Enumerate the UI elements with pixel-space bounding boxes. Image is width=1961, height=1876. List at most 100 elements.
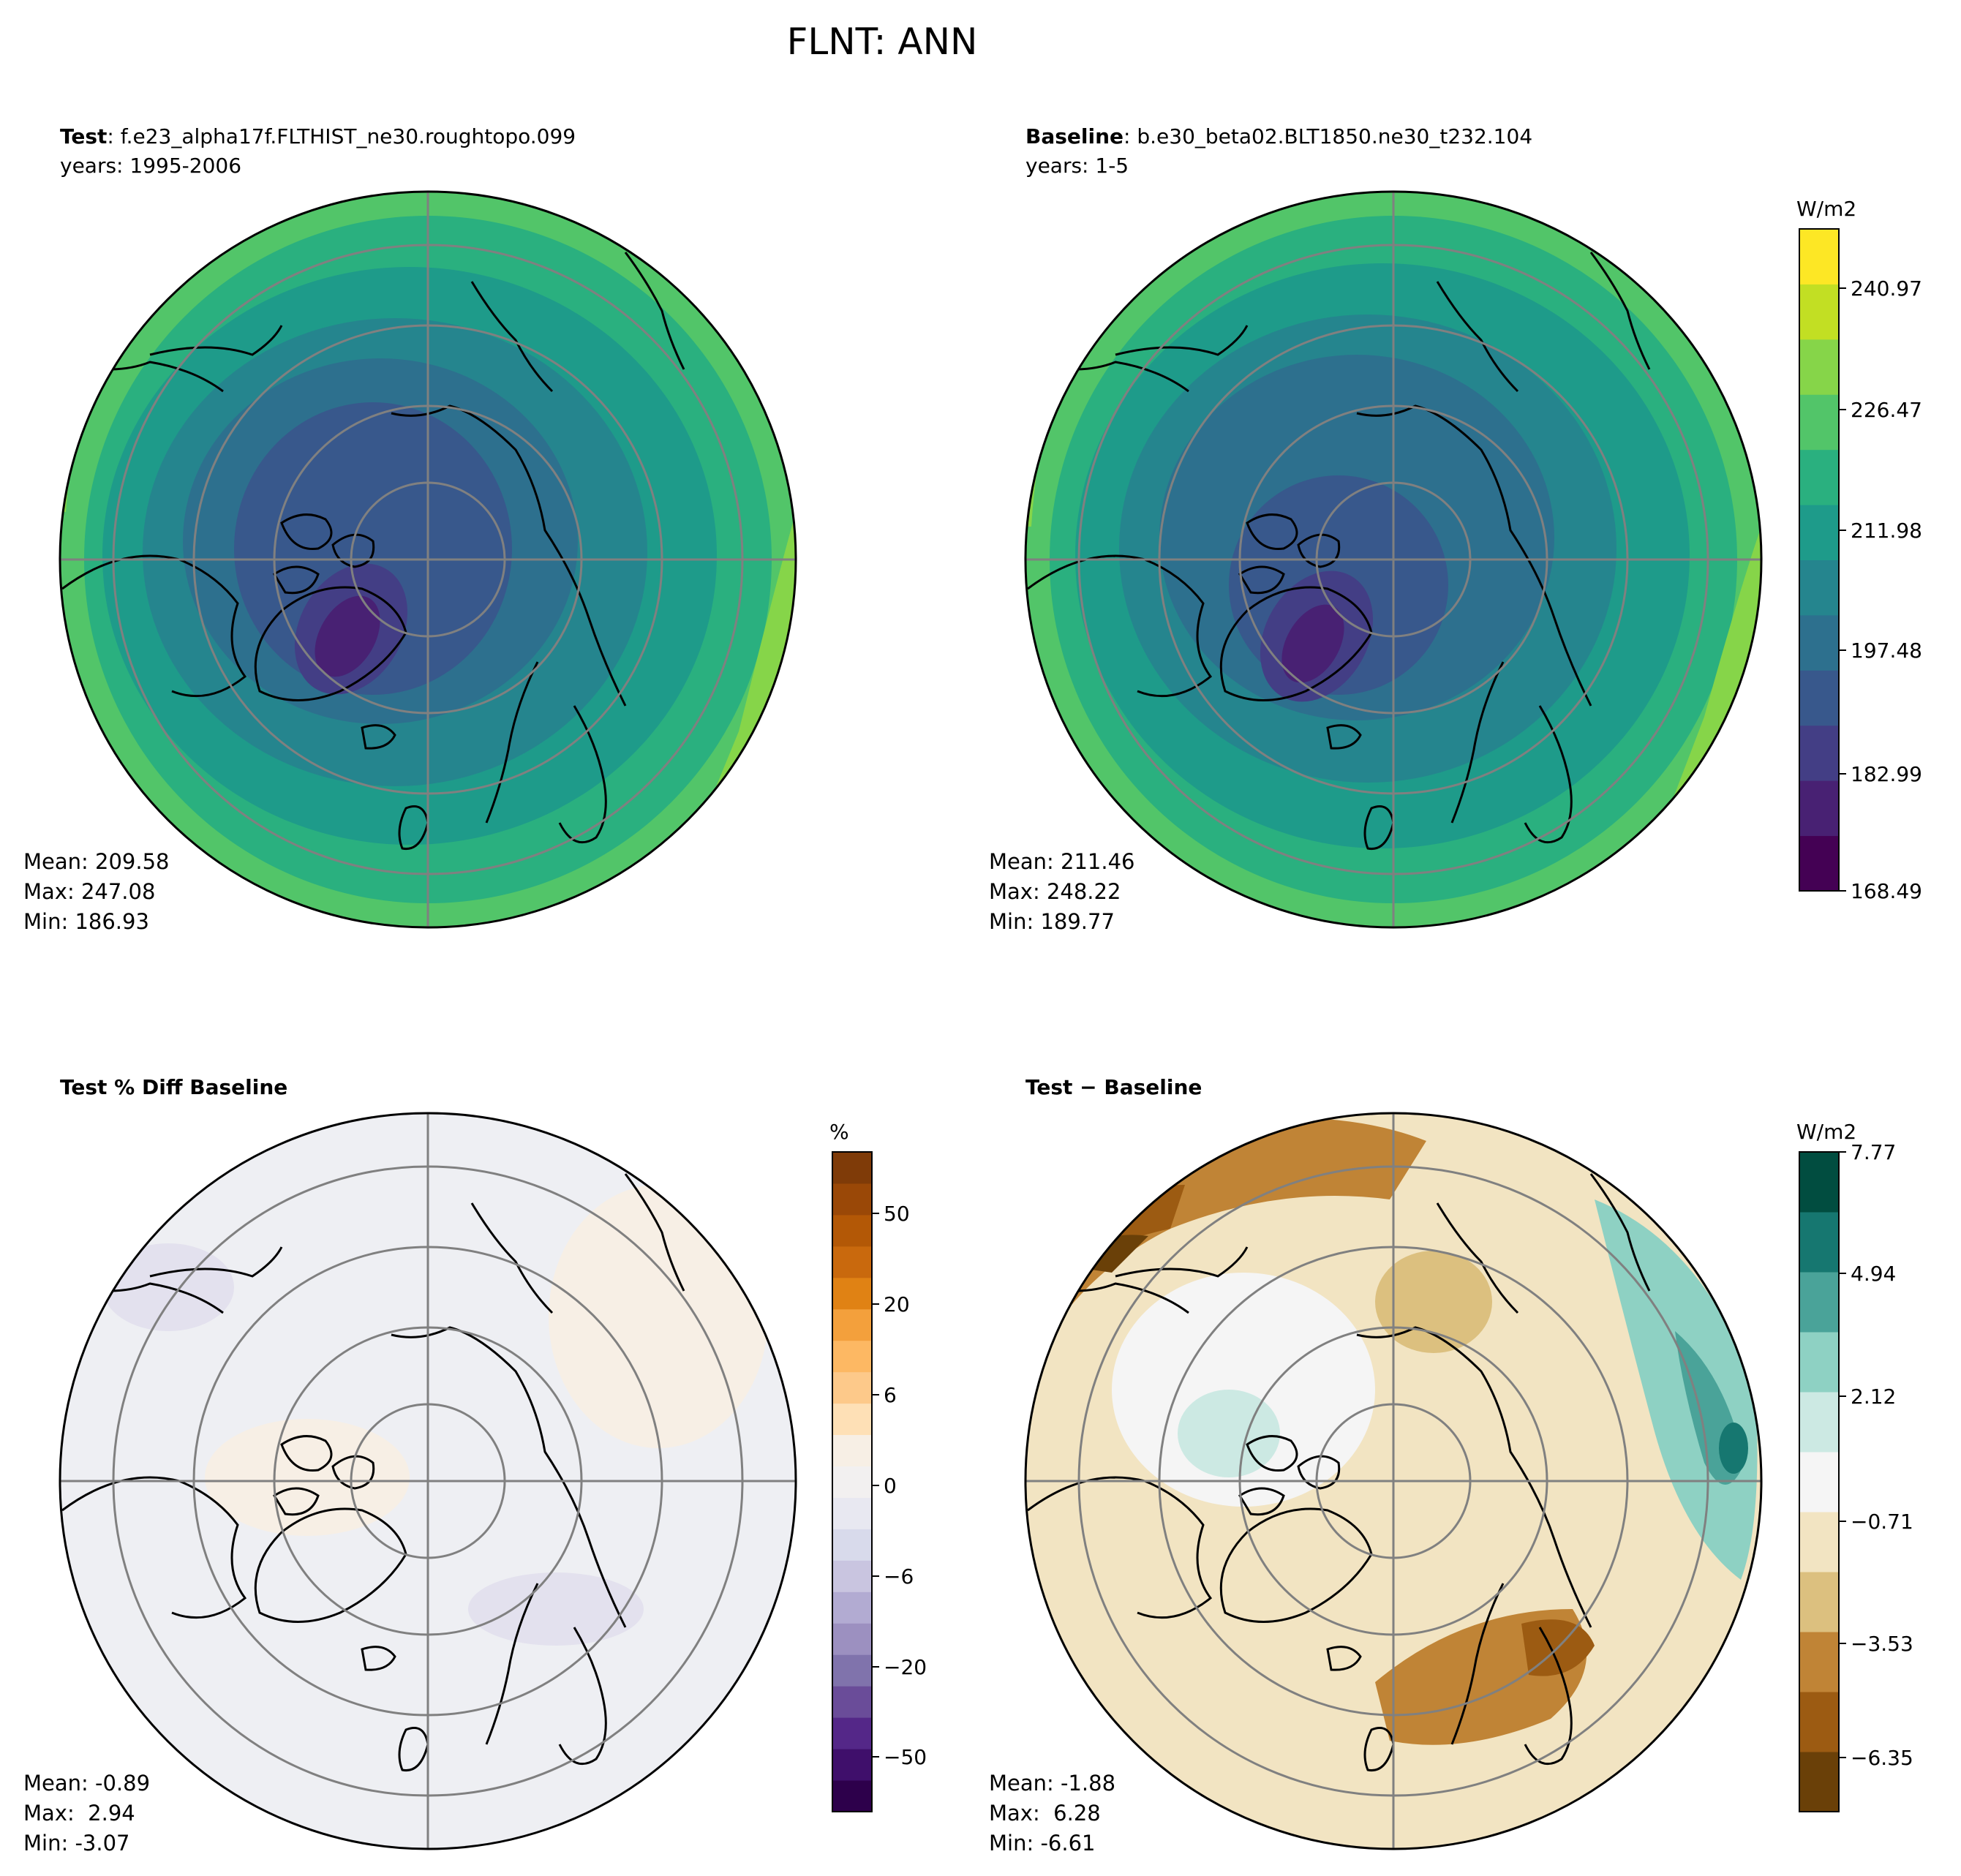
- colorbar-segment: [1799, 1572, 1839, 1632]
- map-boundary: [1024, 1112, 1763, 1850]
- coastline: [280, 1435, 333, 1472]
- colorbar-segment: [832, 1654, 872, 1687]
- coastline: [1238, 1487, 1285, 1516]
- panel-baseline-title-bold: Baseline: [1025, 124, 1123, 148]
- colorbar-tick-label: 6: [884, 1383, 897, 1407]
- coastline: [149, 325, 283, 356]
- colorbar-segment: [832, 1371, 872, 1404]
- coastline: [361, 724, 396, 750]
- stats-baseline-mean: Mean: 211.46: [989, 849, 1134, 874]
- colorbar-segment: [832, 1780, 872, 1812]
- colorbar-tick-label: 182.99: [1851, 762, 1922, 786]
- coastline: [254, 1507, 407, 1623]
- colorbar-segment: [1799, 560, 1839, 616]
- stats-pctdiff-min: Min: -3.07: [23, 1831, 129, 1856]
- coastline: [470, 1202, 554, 1314]
- colorbar-segment: [832, 1529, 872, 1561]
- colorbar-segment: [1799, 725, 1839, 781]
- coastline: [1627, 214, 1672, 239]
- panel-pctdiff-title: Test % Diff Baseline: [60, 1075, 287, 1099]
- colorbar-main: W/m2 168.49 182.99 197.48 211.98 226.47 240.97: [1796, 197, 1922, 903]
- panel-baseline-title: Baseline: b.e30_beta02.BLT1850.ne30_t232…: [1025, 124, 1532, 148]
- stats-test-max: Max: 247.08: [23, 879, 155, 904]
- coastline: [1219, 1507, 1373, 1623]
- coastline: [254, 586, 407, 701]
- colorbar-segment: [832, 1308, 872, 1341]
- colorbar-segment: [832, 1214, 872, 1247]
- coastline: [1627, 1136, 1672, 1161]
- map-overlays: [59, 190, 1763, 1850]
- stats-test-mean: Mean: 209.58: [23, 849, 169, 874]
- stats-diff-max: Max: 6.28: [989, 1801, 1101, 1826]
- colorbar-segment: [832, 1749, 872, 1781]
- colorbar-tick-label: −50: [884, 1745, 927, 1769]
- colorbar-segment: [832, 1183, 872, 1216]
- stats-pctdiff-max: Max: 2.94: [23, 1801, 135, 1826]
- colorbar-tick-label: −6: [884, 1564, 914, 1589]
- stats-test: Mean: 209.58 Max: 247.08 Min: 186.93: [23, 849, 169, 934]
- coastline: [1450, 661, 1505, 824]
- colorbar-frame: [1799, 1151, 1840, 1812]
- colorbar-tick-label: −20: [884, 1655, 927, 1679]
- coastline: [391, 404, 627, 707]
- panel-test-subtitle: years: 1995-2006: [60, 154, 241, 178]
- colorbar-diff: W/m2 −6.35 −3.53 −0.71 2.12 4.94 7.77: [1796, 1120, 1913, 1812]
- colorbar-segment: [1799, 1152, 1839, 1213]
- colorbar-segment: [1799, 1512, 1839, 1572]
- colorbar-segment: [1799, 780, 1839, 837]
- colorbar-tick-label: 168.49: [1851, 879, 1922, 903]
- map-boundary: [59, 190, 797, 929]
- coastline: [624, 252, 685, 370]
- coastline: [272, 1487, 320, 1516]
- coastline: [1027, 1476, 1213, 1619]
- coastline: [470, 281, 554, 393]
- coastline: [558, 1627, 607, 1766]
- coastline: [1356, 404, 1592, 707]
- coastline: [1363, 1727, 1395, 1772]
- colorbar-tick-label: 211.98: [1851, 519, 1922, 543]
- coastline: [1436, 281, 1519, 393]
- colorbar-segment: [1799, 1692, 1839, 1752]
- panel-baseline-title-rest: : b.e30_beta02.BLT1850.ne30_t232.104: [1123, 124, 1532, 148]
- colorbar-segment: [1799, 1212, 1839, 1273]
- coastline: [1363, 805, 1395, 851]
- coastline: [398, 1727, 429, 1772]
- coastline: [1589, 252, 1651, 370]
- figure-title: FLNT: ANN: [787, 20, 978, 63]
- colorbar-segment: [832, 1623, 872, 1655]
- stats-baseline: Mean: 211.46 Max: 248.22 Min: 189.77: [989, 849, 1134, 934]
- coastline: [1115, 325, 1249, 356]
- map-overlay-pctdiff: [60, 1113, 796, 1849]
- coastline: [1027, 554, 1213, 698]
- colorbar-tick-label: 0: [884, 1474, 897, 1498]
- coastline: [149, 1246, 283, 1278]
- map-overlay-baseline: [1025, 192, 1761, 927]
- stats-baseline-min: Min: 189.77: [989, 909, 1115, 934]
- stats-diff-min: Min: -6.61: [989, 1831, 1095, 1856]
- coastline: [61, 1476, 247, 1619]
- coastline: [1219, 586, 1373, 701]
- map-overlay-diff: [1025, 1113, 1761, 1849]
- colorbar-tick-label: 50: [884, 1202, 910, 1226]
- coastline: [624, 1173, 685, 1292]
- colorbar-tick-label: 4.94: [1851, 1262, 1896, 1286]
- colorbar-tick-label: 20: [884, 1292, 910, 1316]
- panel-baseline-subtitle: years: 1-5: [1025, 154, 1129, 178]
- colorbar-unit: W/m2: [1796, 197, 1856, 221]
- coastline: [1524, 1627, 1573, 1766]
- coastline: [661, 1136, 707, 1161]
- colorbar-segment: [1799, 505, 1839, 560]
- colorbar-tick-label: −0.71: [1851, 1510, 1913, 1534]
- map-boundary: [59, 1112, 797, 1850]
- coastline: [1436, 1202, 1519, 1314]
- coastline: [558, 705, 607, 844]
- stats-diff-mean: Mean: -1.88: [989, 1771, 1115, 1796]
- colorbar-tick-label: 7.77: [1851, 1140, 1896, 1164]
- coastline: [1246, 1435, 1298, 1472]
- colorbar-segment: [832, 1686, 872, 1718]
- colorbar-segment: [832, 1340, 872, 1373]
- coastline: [485, 661, 539, 824]
- colorbar-segment: [832, 1560, 872, 1592]
- coastline: [1356, 1326, 1592, 1628]
- colorbar-tick-label: 2.12: [1851, 1385, 1896, 1409]
